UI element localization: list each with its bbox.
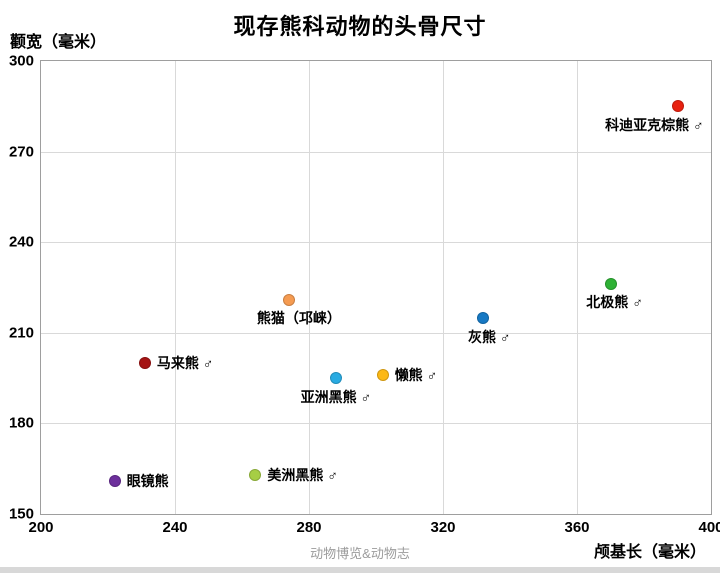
gridline-horizontal (41, 242, 711, 244)
x-tick-label: 320 (430, 519, 456, 536)
x-tick-label: 400 (698, 519, 720, 536)
data-point-label: 懒熊 ♂ (394, 367, 438, 384)
data-point-label: 灰熊 ♂ (467, 328, 511, 345)
watermark: 动物博览&动物志 (310, 546, 410, 561)
gridline-horizontal (41, 332, 711, 334)
data-point (282, 293, 295, 306)
x-tick-label: 360 (564, 519, 590, 536)
data-point-label: 眼镜熊 (126, 472, 169, 489)
gridline-vertical (577, 61, 578, 514)
data-point-label: 熊猫（邛崃） (256, 309, 341, 326)
y-tick-label: 150 (8, 505, 34, 523)
gridline-vertical (175, 61, 176, 514)
data-point (477, 311, 490, 324)
data-point (604, 278, 617, 291)
data-point-label: 北极熊 ♂ (586, 294, 643, 311)
data-point (329, 372, 342, 385)
gridline-horizontal (41, 423, 711, 425)
data-point (249, 468, 262, 481)
gridline-vertical (309, 61, 310, 514)
chart-title: 现存熊科动物的头骨尺寸 (233, 14, 487, 39)
gridline-vertical (443, 61, 444, 514)
x-axis-label: 颅基长（毫米） (593, 544, 706, 561)
bottom-border-strip (0, 567, 720, 573)
x-tick-label: 200 (28, 519, 54, 536)
plot-area: 200 240 280 320 360 400 150 180 210 240 270 300 科迪亚克… (9, 53, 720, 537)
y-tick-label: 180 (8, 414, 34, 432)
data-point (671, 100, 684, 113)
data-point (138, 357, 151, 369)
y-tick-label: 270 (8, 143, 34, 161)
data-point-label: 科迪亚克棕熊 ♂ (605, 117, 704, 134)
y-tick-label: 240 (8, 233, 34, 251)
x-tick-label: 240 (162, 519, 188, 536)
data-point (376, 369, 389, 382)
gridline-horizontal (41, 151, 711, 153)
data-point-label: 亚洲黑熊 ♂ (300, 389, 371, 406)
y-axis-label: 颧宽（毫米） (10, 34, 107, 51)
x-tick-label: 280 (296, 519, 322, 536)
data-point-label: 美洲黑熊 ♂ (267, 466, 338, 483)
data-point-label: 马来熊 ♂ (156, 355, 214, 371)
y-tick-label: 210 (8, 324, 34, 342)
data-point (108, 474, 121, 487)
y-tick-label: 300 (8, 52, 34, 70)
